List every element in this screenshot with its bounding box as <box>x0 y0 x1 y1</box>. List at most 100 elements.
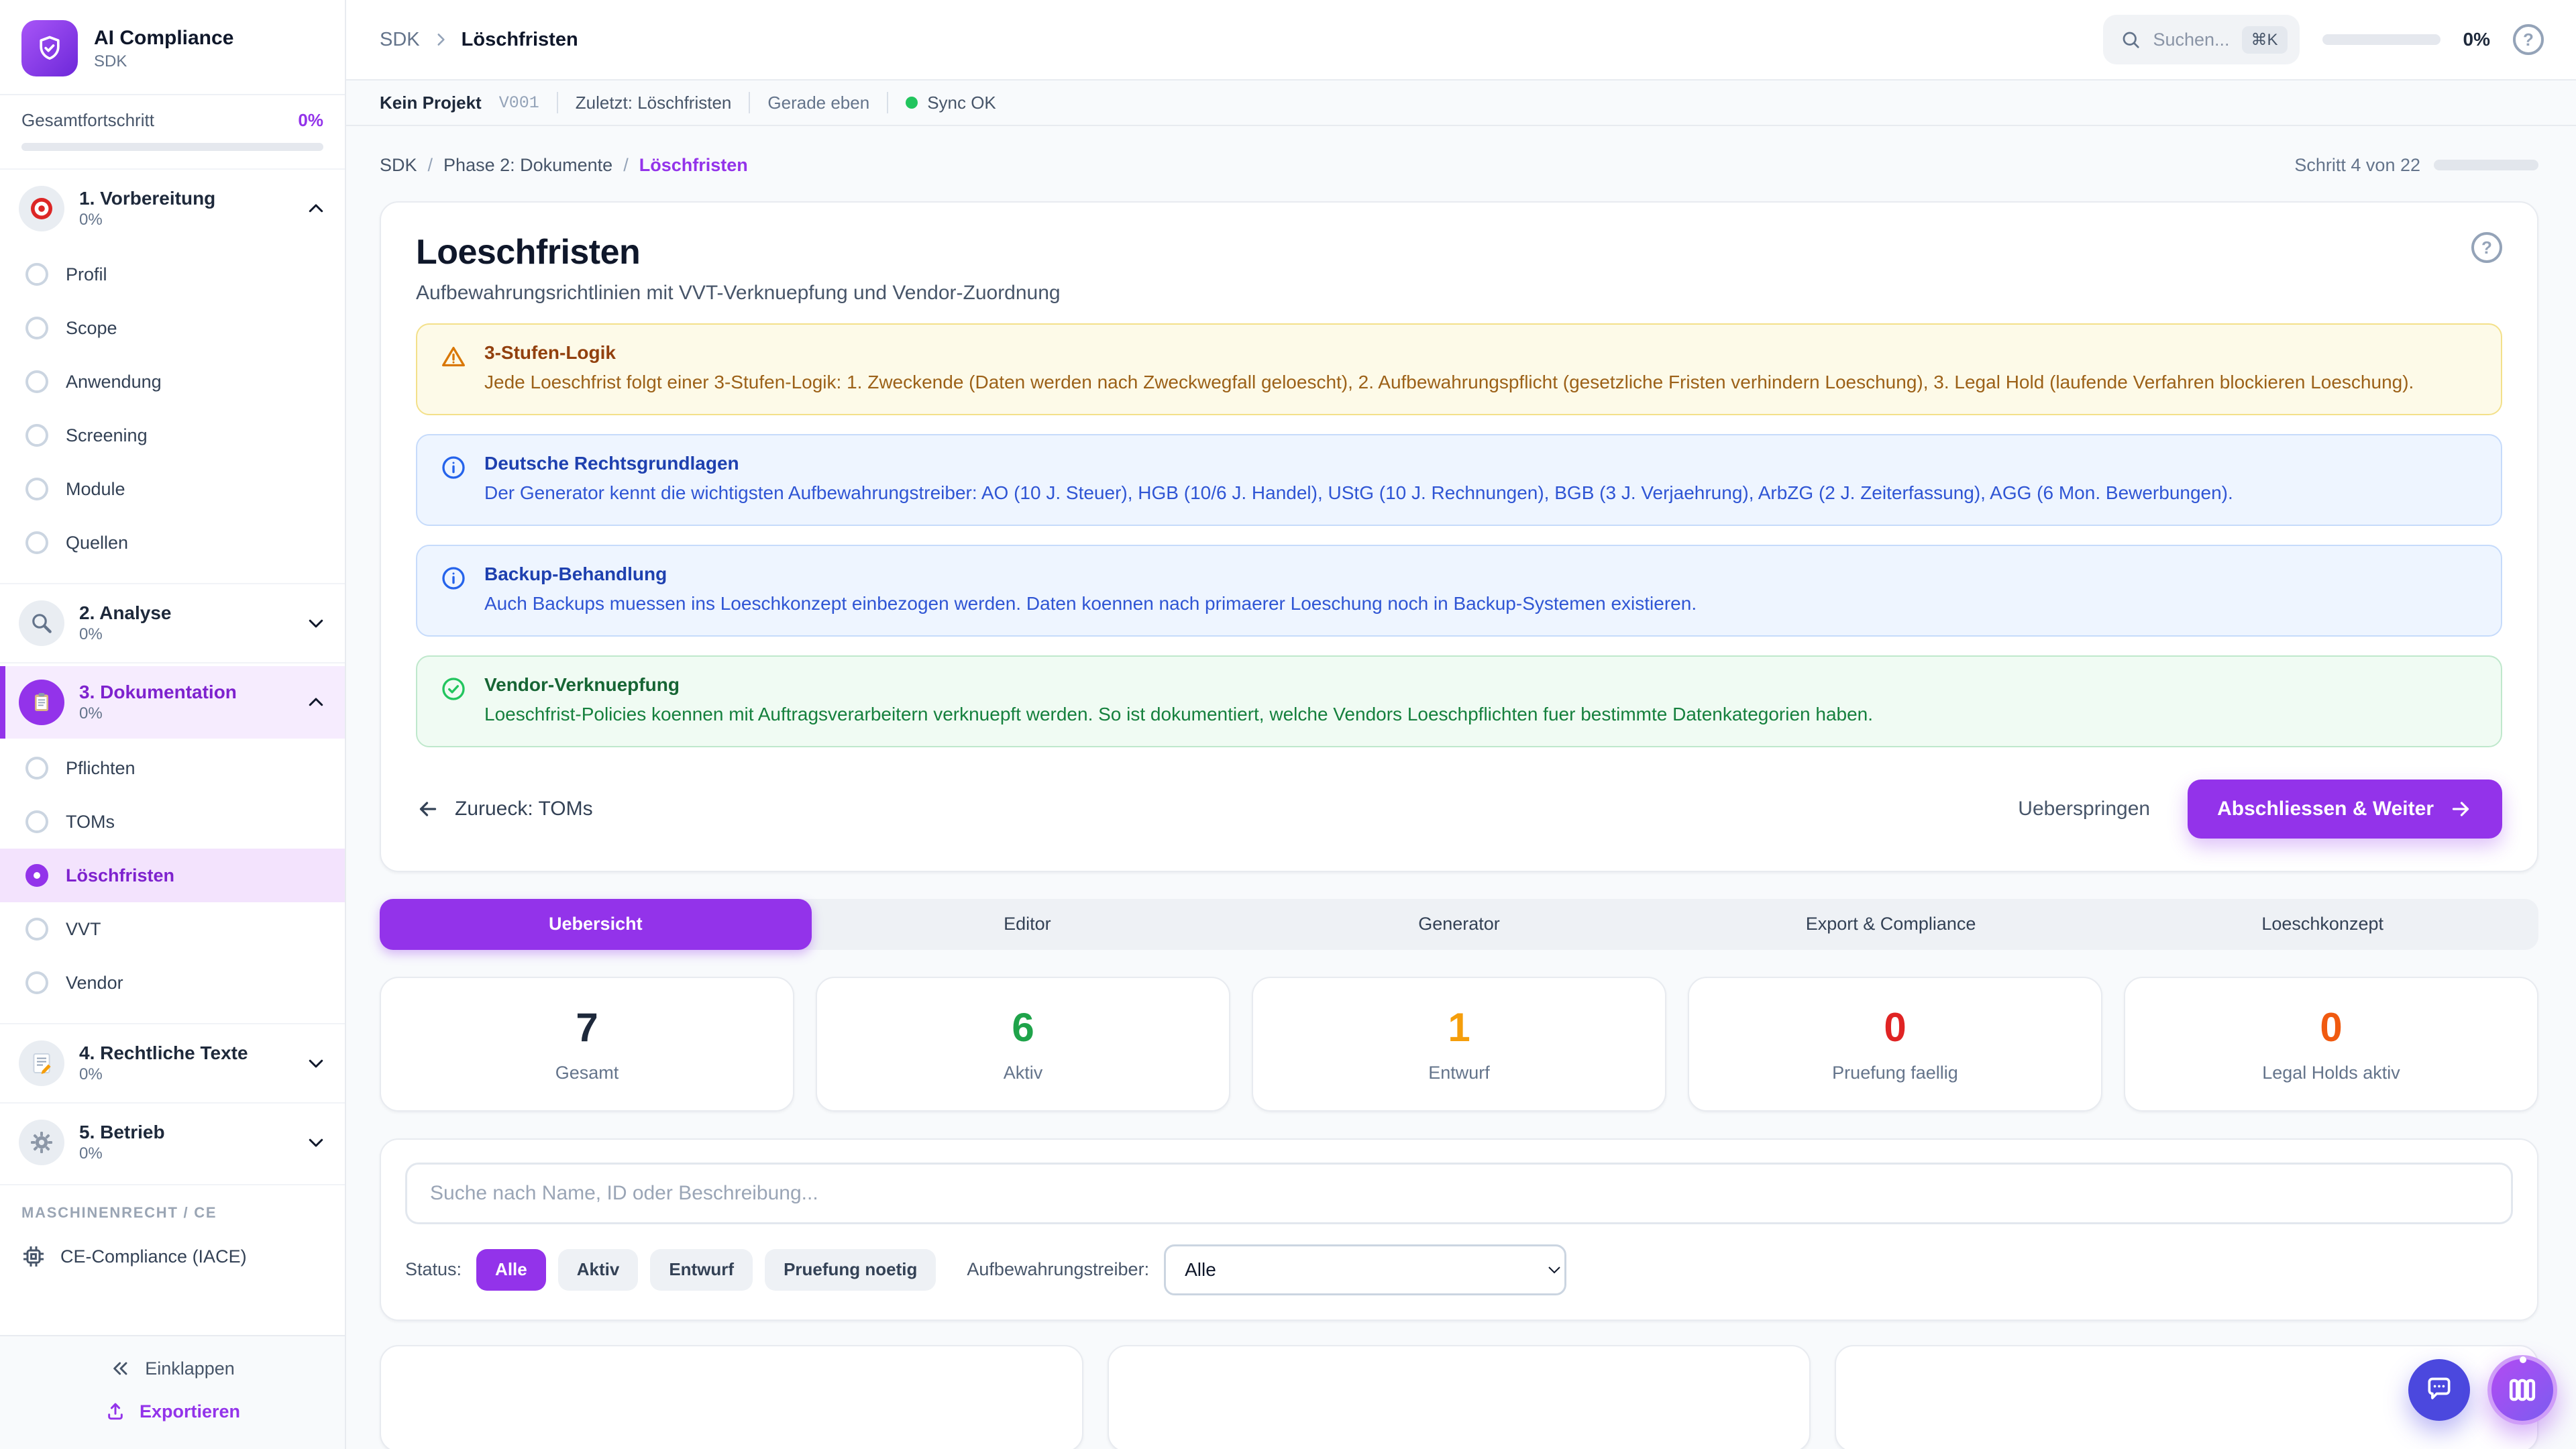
page-breadcrumb: SDK / Phase 2: Dokumente / Löschfristen … <box>380 145 2538 185</box>
policy-card[interactable] <box>380 1344 1083 1449</box>
callout-body: Jede Loeschfrist folgt einer 3-Stufen-Lo… <box>484 372 2414 392</box>
step-radio-active <box>25 864 48 887</box>
section-percent: 0% <box>79 1065 103 1083</box>
status-pill-alle[interactable]: Alle <box>476 1248 546 1291</box>
chevron-up-icon <box>306 199 326 219</box>
page-subtitle: Aufbewahrungsrichtlinien mit VVT-Verknue… <box>416 282 1061 304</box>
sidebar-section-dokumentation[interactable]: 3. Dokumentation 0% <box>0 666 345 739</box>
back-button[interactable]: Zurueck: TOMs <box>416 797 593 821</box>
sidebar-item-module[interactable]: Module <box>0 462 345 516</box>
sidebar-item-pflichten[interactable]: Pflichten <box>0 741 345 795</box>
sidebar-item-scope[interactable]: Scope <box>0 301 345 355</box>
section-label: 5. Betrieb <box>79 1122 165 1142</box>
step-radio <box>25 918 48 941</box>
breadcrumb-current: Löschfristen <box>461 28 578 50</box>
policy-search-input[interactable] <box>405 1162 2513 1224</box>
panels-fab-button[interactable] <box>2487 1355 2557 1425</box>
section-label: 1. Vorbereitung <box>79 188 216 209</box>
clipboard-icon <box>19 680 64 725</box>
status-pill-pruefung-noetig[interactable]: Pruefung noetig <box>765 1248 936 1291</box>
export-button[interactable]: Exportieren <box>105 1401 240 1422</box>
section-percent: 0% <box>79 625 103 643</box>
driver-filter-label: Aufbewahrungstreiber: <box>967 1259 1150 1279</box>
sidebar-item-loeschfristen[interactable]: Löschfristen <box>0 849 345 902</box>
sidebar-footer: Einklappen Exportieren <box>0 1335 345 1449</box>
page-breadcrumb-root[interactable]: SDK <box>380 154 417 175</box>
back-label: Zurueck: TOMs <box>455 797 593 820</box>
sidebar-item-ce-compliance[interactable]: CE-Compliance (IACE) <box>0 1230 345 1283</box>
item-label: Vendor <box>66 972 123 993</box>
tab-uebersicht[interactable]: Uebersicht <box>380 898 812 950</box>
chat-fab-button[interactable] <box>2408 1359 2470 1421</box>
last-saved-time: Gerade eben <box>767 92 870 113</box>
status-pill-aktiv[interactable]: Aktiv <box>557 1248 639 1291</box>
step-radio <box>25 317 48 339</box>
sidebar-item-anwendung[interactable]: Anwendung <box>0 355 345 409</box>
status-bar: Kein Projekt V001 Zuletzt: Löschfristen … <box>346 80 2576 126</box>
item-label: Anwendung <box>66 371 162 392</box>
sidebar-item-vvt[interactable]: VVT <box>0 902 345 956</box>
version-badge: V001 <box>498 93 539 113</box>
upload-icon <box>105 1401 126 1422</box>
chevron-down-icon <box>306 1053 326 1073</box>
step-radio <box>25 370 48 393</box>
sidebar-section-rechtliche-texte[interactable]: 4. Rechtliche Texte 0% <box>0 1027 345 1099</box>
tab-loeschkonzept[interactable]: Loeschkonzept <box>2106 899 2538 950</box>
sidebar-item-toms[interactable]: TOMs <box>0 795 345 849</box>
global-search-button[interactable]: Suchen... ⌘K <box>2103 15 2300 64</box>
stat-label: Aktiv <box>1003 1062 1043 1083</box>
driver-select[interactable]: Alle <box>1164 1244 1567 1295</box>
divider <box>749 92 751 113</box>
sidebar-item-vendor[interactable]: Vendor <box>0 956 345 1010</box>
topbar: SDK Löschfristen Suchen... ⌘K 0% ? <box>346 0 2576 80</box>
ce-item-label: CE-Compliance (IACE) <box>60 1246 247 1267</box>
tab-editor[interactable]: Editor <box>812 899 1244 950</box>
section-label: 3. Dokumentation <box>79 682 237 702</box>
callout-title: Backup-Behandlung <box>484 563 667 584</box>
arrow-right-icon <box>2449 797 2473 821</box>
memo-icon <box>19 1040 64 1086</box>
chevron-down-icon <box>306 1132 326 1152</box>
floating-buttons <box>2408 1355 2557 1425</box>
tab-generator[interactable]: Generator <box>1243 899 1675 950</box>
callout-title: Vendor-Verknuepfung <box>484 674 680 695</box>
sidebar-nav: 1. Vorbereitung 0% Profil Scope Anwendun… <box>0 168 345 1335</box>
export-label: Exportieren <box>139 1401 241 1421</box>
stat-label: Pruefung faellig <box>1832 1062 1958 1083</box>
callout-body: Auch Backups muessen ins Loeschkonzept e… <box>484 592 1697 614</box>
section-vorbereitung: 1. Vorbereitung 0% Profil Scope Anwendun… <box>0 168 345 583</box>
chevron-up-icon <box>306 692 326 712</box>
header-progress-bar <box>2322 34 2440 45</box>
sidebar: AI Compliance SDK Gesamtfortschritt 0% 1… <box>0 0 346 1449</box>
sidebar-section-analyse[interactable]: 2. Analyse 0% <box>0 587 345 659</box>
sidebar-item-screening[interactable]: Screening <box>0 409 345 462</box>
step-help-icon[interactable]: ? <box>2471 232 2502 263</box>
cpu-chip-icon <box>21 1244 46 1269</box>
help-icon[interactable]: ? <box>2513 24 2544 55</box>
search-icon <box>2121 30 2141 50</box>
breadcrumb: SDK Löschfristen <box>380 29 578 51</box>
policy-card[interactable] <box>1107 1344 1811 1449</box>
complete-next-button[interactable]: Abschliessen & Weiter <box>2188 779 2502 839</box>
stat-value: 6 <box>1012 1004 1034 1050</box>
sidebar-section-betrieb[interactable]: 5. Betrieb 0% <box>0 1106 345 1179</box>
sidebar-section-vorbereitung[interactable]: 1. Vorbereitung 0% <box>0 172 345 245</box>
step-radio <box>25 531 48 554</box>
skip-button[interactable]: Ueberspringen <box>2018 797 2151 820</box>
shield-check-logo-icon <box>21 20 78 76</box>
item-label: Scope <box>66 317 117 338</box>
status-pill-entwurf[interactable]: Entwurf <box>650 1248 753 1291</box>
group-label-maschinenrecht: MASCHINENRECHT / CE <box>0 1184 345 1230</box>
page-breadcrumb-phase[interactable]: Phase 2: Dokumente <box>443 154 613 175</box>
overall-progress: Gesamtfortschritt 0% <box>0 94 345 168</box>
divider <box>556 92 558 113</box>
magnifier-icon <box>19 600 64 646</box>
sidebar-item-profil[interactable]: Profil <box>0 248 345 301</box>
sidebar-item-quellen[interactable]: Quellen <box>0 516 345 570</box>
breadcrumb-root[interactable]: SDK <box>380 28 420 50</box>
main-area: SDK Löschfristen Suchen... ⌘K 0% ? <box>346 0 2576 1449</box>
overall-progress-bar <box>21 143 323 151</box>
collapse-sidebar-button[interactable]: Einklappen <box>110 1358 235 1379</box>
search-placeholder-text: Suchen... <box>2153 29 2230 50</box>
tab-export-compliance[interactable]: Export & Compliance <box>1675 899 2107 950</box>
